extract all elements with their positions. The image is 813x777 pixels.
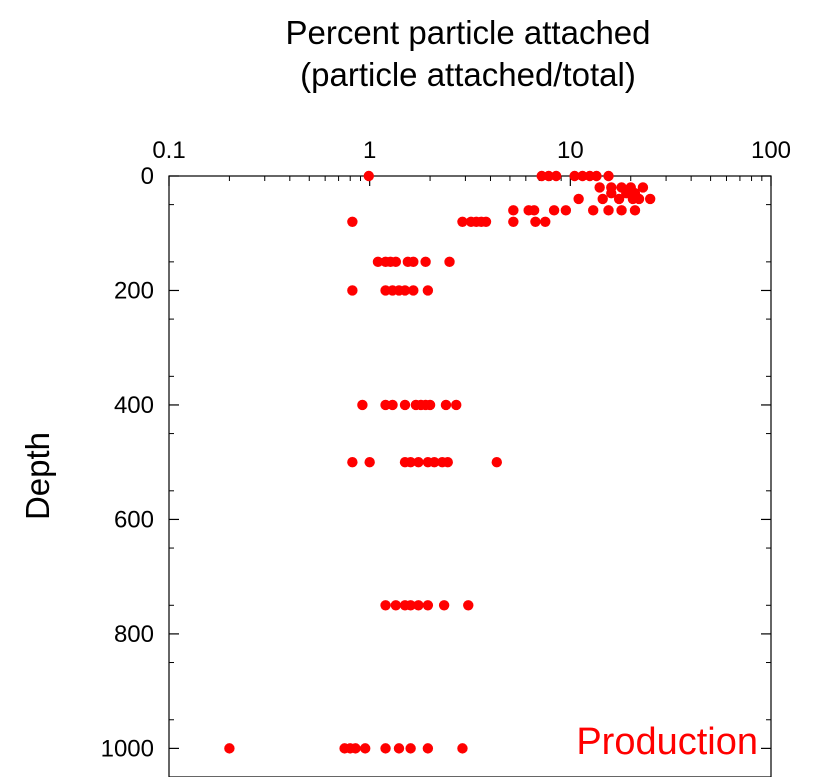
data-point <box>405 600 416 611</box>
data-point <box>424 399 436 411</box>
plot-frame <box>168 175 772 777</box>
data-point <box>591 170 602 182</box>
data-point <box>633 193 645 205</box>
x-tick-label: 1 <box>363 137 376 164</box>
y-tick-label: 0 <box>141 163 154 190</box>
x-tick-label: 10 <box>557 137 584 164</box>
data-point <box>422 743 434 754</box>
production-label: Production <box>576 721 758 763</box>
data-point <box>451 399 462 411</box>
data-point <box>372 256 384 268</box>
data-point <box>613 193 625 205</box>
data-point <box>347 456 358 468</box>
data-point <box>629 205 641 216</box>
x-tick-label: 0.1 <box>152 137 185 164</box>
data-point <box>380 600 391 611</box>
data-point <box>363 170 374 182</box>
data-point <box>438 600 450 611</box>
data-point <box>405 743 416 754</box>
chart-subtitle: (particle attached/total) <box>300 56 636 93</box>
y-tick-label: 1000 <box>101 735 154 762</box>
data-point <box>380 743 391 754</box>
data-point <box>637 182 649 193</box>
data-point <box>422 600 434 611</box>
data-point <box>543 170 554 182</box>
data-point <box>347 216 358 227</box>
data-point <box>422 285 434 296</box>
data-point <box>540 216 551 227</box>
data-point <box>644 193 656 205</box>
data-point <box>442 456 453 468</box>
data-point <box>530 216 541 227</box>
data-point <box>594 182 605 193</box>
data-point <box>408 256 419 268</box>
data-point <box>364 456 375 468</box>
chart-title: Percent particle attached <box>285 14 650 51</box>
data-point <box>405 456 416 468</box>
y-axis-label: Depth <box>19 432 56 520</box>
data-point <box>408 285 419 296</box>
data-point <box>413 456 424 468</box>
data-point <box>550 170 562 182</box>
data-point <box>560 205 572 216</box>
y-tick-label: 400 <box>114 392 154 419</box>
data-point <box>224 743 235 754</box>
data-point <box>399 399 411 411</box>
data-point <box>573 193 584 205</box>
data-point <box>587 205 599 216</box>
data-point <box>440 399 452 411</box>
y-tick-label: 200 <box>114 277 154 304</box>
data-point <box>569 170 580 182</box>
data-point <box>444 256 455 268</box>
data-point <box>508 216 519 227</box>
data-point <box>420 256 431 268</box>
data-point <box>457 216 468 227</box>
data-point <box>463 600 474 611</box>
y-tick-label: 800 <box>114 621 154 648</box>
data-point <box>357 399 368 411</box>
data-point <box>390 256 402 268</box>
data-point <box>528 205 540 216</box>
data-point <box>480 216 492 227</box>
data-point <box>429 456 440 468</box>
data-point <box>603 205 614 216</box>
data-point <box>413 600 424 611</box>
data-point <box>457 743 468 754</box>
data-point <box>606 187 617 199</box>
data-point <box>508 205 519 216</box>
data-point <box>347 285 358 296</box>
data-point <box>616 205 627 216</box>
y-tick-label: 600 <box>114 506 154 533</box>
data-point <box>548 205 560 216</box>
data-point <box>350 743 361 754</box>
data-point <box>359 743 371 754</box>
data-point <box>577 170 588 182</box>
data-point <box>603 170 614 182</box>
data-point <box>491 456 502 468</box>
data-point <box>393 743 405 754</box>
data-point <box>387 399 398 411</box>
data-point <box>597 193 608 205</box>
data-point <box>399 285 411 296</box>
data-point <box>390 600 402 611</box>
x-tick-label: 100 <box>751 137 791 164</box>
